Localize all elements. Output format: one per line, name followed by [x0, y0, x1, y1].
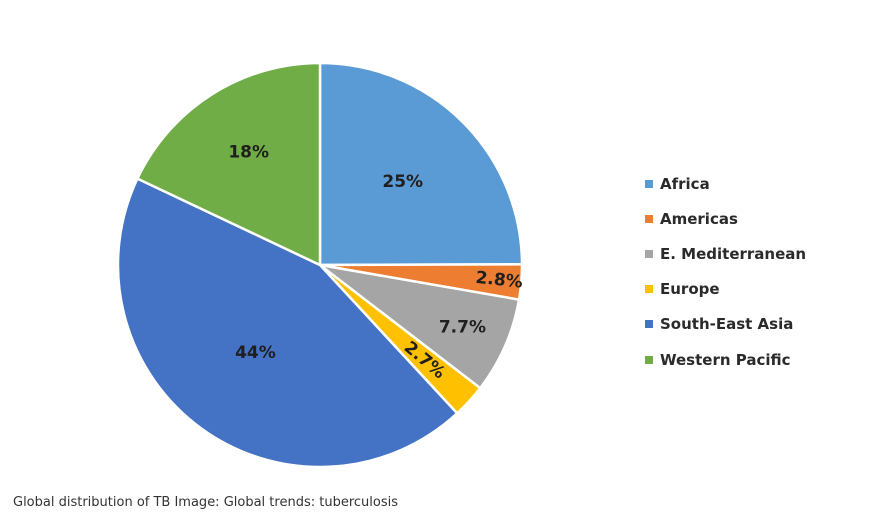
pie-slice-e-mediterranean	[318, 263, 521, 390]
data-label-e-mediterranean: 7.7%	[439, 318, 486, 338]
pie-slices	[116, 61, 524, 469]
legend-item-europe: Europe	[645, 272, 806, 307]
legend-item-e-mediterranean: E. Mediterranean	[645, 236, 806, 271]
pie-slice-western-pacific	[136, 61, 322, 267]
legend-label: South-East Asia	[660, 315, 794, 334]
data-label-western-pacific: 18%	[228, 142, 269, 162]
legend-label: E. Mediterranean	[660, 244, 807, 263]
legend-label: Europe	[660, 280, 720, 299]
data-label-africa: 25%	[382, 172, 423, 192]
legend-swatch	[645, 355, 653, 364]
pie-slice-africa	[318, 61, 524, 267]
image-caption: Global distribution of TB Image: Global …	[13, 495, 398, 510]
legend-label: Americas	[660, 209, 738, 228]
legend-swatch	[645, 320, 653, 329]
legend-label: Western Pacific	[660, 350, 791, 369]
pie-slice-south-east-asia	[116, 177, 459, 469]
chart-legend: Africa Americas E. Mediterranean Europe Sout…	[645, 166, 806, 377]
pie-chart: 25%2.8%7.7%2.7%44%18%	[116, 61, 524, 469]
legend-item-africa: Africa	[645, 166, 806, 201]
data-label-americas: 2.8%	[475, 268, 524, 293]
legend-swatch	[645, 285, 653, 294]
legend-item-western-pacific: Western Pacific	[645, 342, 806, 377]
legend-swatch	[645, 249, 653, 258]
legend-swatch	[645, 214, 653, 223]
legend-label: Africa	[660, 174, 710, 193]
legend-item-americas: Americas	[645, 201, 806, 236]
data-label-south-east-asia: 44%	[235, 343, 276, 363]
legend-swatch	[645, 179, 653, 188]
legend-item-south-east-asia: South-East Asia	[645, 307, 806, 342]
